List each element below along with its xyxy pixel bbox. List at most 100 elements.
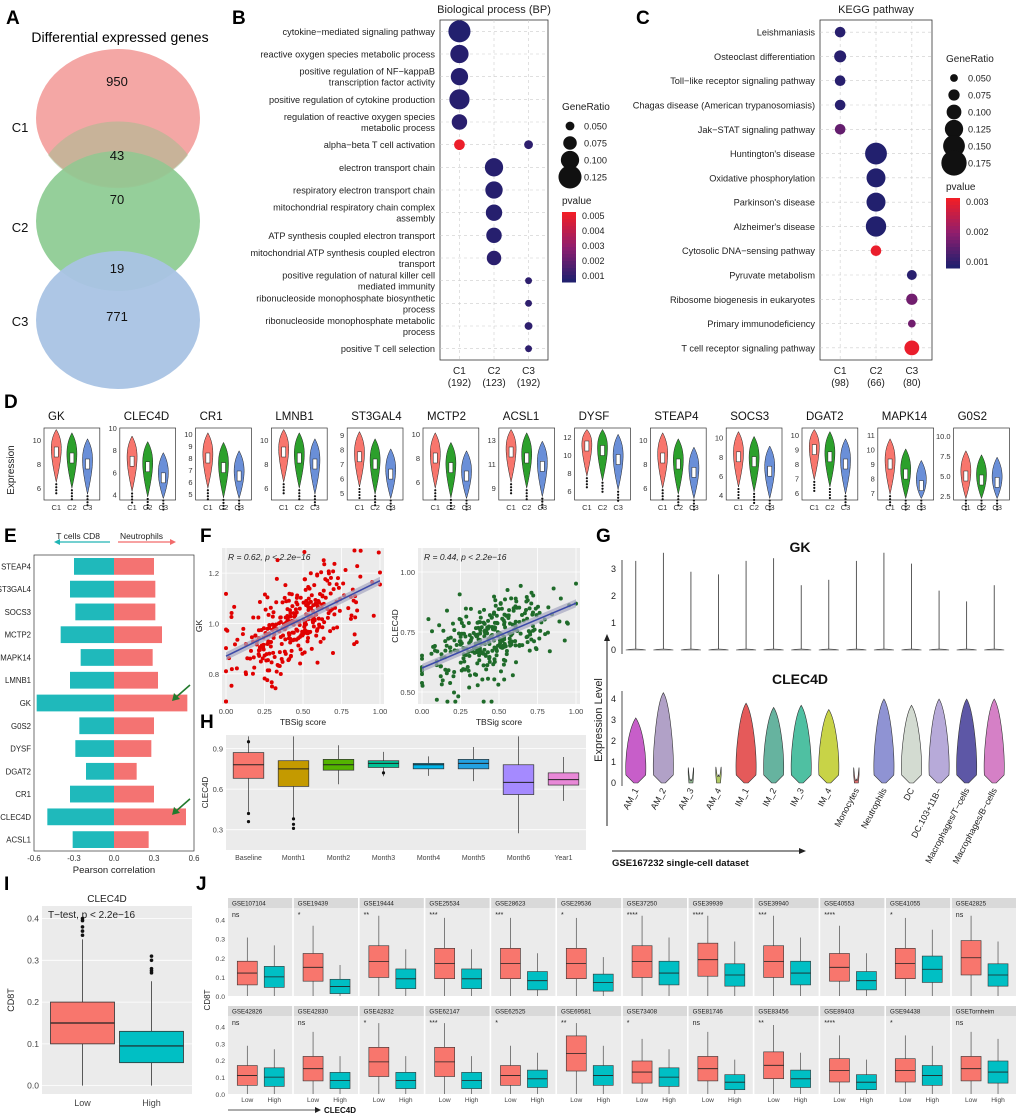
violin-outlier: [737, 493, 740, 497]
violin-outlier: [449, 504, 452, 507]
sc-top-title: GK: [790, 539, 811, 555]
sc-bottom-violin: [901, 704, 922, 784]
violin-ytick: 11: [867, 431, 875, 440]
sc-top-violin-base: [929, 648, 950, 651]
violin-outlier: [904, 502, 907, 505]
scatter_clec-point: [489, 699, 494, 704]
gse-significance: *: [627, 1020, 630, 1027]
violin-outlier: [70, 495, 73, 498]
violin-xtick: C2: [977, 503, 987, 512]
scatter_gk-point: [308, 599, 313, 604]
months-xtick: Month4: [417, 855, 440, 862]
scatter_gk-point: [275, 662, 280, 667]
scatter_gk-point: [294, 600, 299, 605]
months-box: [412, 763, 445, 770]
bp-point: [450, 67, 469, 86]
scatter_clec-point: [509, 596, 514, 601]
scatter_clec-point: [514, 605, 519, 610]
bp-color-legend-label: 0.001: [582, 271, 605, 281]
scatter_gk-point: [265, 595, 270, 600]
scatter_clec-point: [477, 653, 482, 658]
violin-xtick: C1: [734, 503, 744, 512]
bp-term-label: regulation of reactive oxygen species met…: [284, 112, 436, 133]
violin-outlier: [768, 502, 771, 505]
scatter_gk-point: [259, 627, 264, 632]
gse-xtick: High: [794, 1097, 808, 1104]
sc-top-ytick: 3: [611, 564, 616, 574]
bp-point: [524, 322, 533, 330]
term-label-line: regulation of reactive oxygen species: [284, 112, 436, 122]
sc-bottom-violin: [873, 698, 895, 784]
gse-strip-label: GSE89403: [824, 1009, 855, 1016]
months-xtick: Month6: [507, 855, 530, 862]
months-ylabel: CLEC4D: [201, 777, 210, 809]
scatter_clec-point: [452, 628, 457, 633]
scatter_gk-point: [267, 626, 272, 631]
violin-gene-title: CLEC4D: [124, 411, 169, 423]
scatter_gk-point: [312, 617, 317, 622]
violin-ytick: 10: [866, 446, 874, 455]
months-outlier: [246, 740, 251, 744]
violin-ytick: 10: [639, 436, 647, 445]
gse-xtick: Low: [636, 1097, 648, 1104]
scatter_clec-point: [444, 671, 449, 676]
violin-outlier: [753, 495, 756, 498]
scatter_clec-point: [493, 598, 498, 603]
bp-size-legend-label: 0.075: [584, 139, 607, 149]
scatter_clec-point: [445, 699, 450, 704]
violin-outlier: [282, 483, 285, 486]
violin-outlier: [753, 492, 756, 495]
violin-outlier: [313, 495, 317, 498]
violin-outlier: [146, 506, 149, 510]
scatter_clec-point: [433, 648, 438, 653]
violin-outlier: [374, 498, 377, 501]
scatter_gk-point: [229, 667, 234, 672]
violin-xtick: C2: [143, 503, 153, 512]
sc-bottom-violin: [735, 702, 757, 784]
panel-letter-a: A: [6, 8, 20, 29]
cd8-panel: [42, 906, 192, 1094]
bp-point: [486, 227, 502, 244]
gse-significance: ns: [956, 912, 964, 919]
scatter_gk-point: [355, 608, 360, 613]
corr-gene-label: G0S2: [11, 722, 31, 731]
scatter_clec-point: [448, 681, 453, 686]
violin-xtick: C2: [67, 503, 77, 512]
violin-outlier: [920, 499, 923, 502]
scatter_clec-point: [448, 645, 453, 650]
scatter_gk-point: [304, 630, 309, 635]
violin-ytick: 6: [37, 484, 41, 493]
scatter_clec-point: [458, 617, 463, 622]
kegg-point: [865, 216, 887, 237]
cd8-ylabel: CD8T: [6, 988, 16, 1012]
scatter_clec-point: [545, 630, 550, 635]
violin-xtick: C2: [219, 503, 229, 512]
cd8-outlier: [149, 954, 154, 958]
scatter_clec-point: [537, 610, 542, 615]
panel-letters: A B C D E F G H I J: [4, 8, 650, 895]
gse-xtick: High: [267, 1097, 281, 1104]
corr-bar-cd8: [86, 762, 114, 780]
violin-box: [919, 480, 924, 491]
sc-bottom-violin: [983, 698, 1005, 784]
bp-term-label: reactive oxygen species metabolic proces…: [260, 50, 435, 60]
violin-outlier: [661, 495, 664, 498]
scatter_gk-point: [287, 633, 292, 638]
scatter_clec-point: [475, 683, 480, 688]
scatter_gk-point: [312, 583, 317, 588]
scatter_clec-point: [525, 640, 530, 645]
term-label-line: Cytosolic DNA−sensing pathway: [682, 246, 815, 256]
scatter_gk-xlabel: TBSig score: [280, 717, 327, 727]
kegg-color-legend-swatch: [946, 222, 960, 227]
violin-box: [205, 452, 211, 464]
violin-box: [676, 458, 681, 470]
term-label-line: Jak−STAT signaling pathway: [698, 125, 816, 135]
venn-count-c2-c3: 19: [110, 261, 124, 276]
term-label-line: mitochondrial ATP synthesis coupled elec…: [250, 248, 435, 258]
violin-outlier: [904, 499, 907, 502]
scatter_clec-point: [557, 619, 562, 624]
gse-xtick: Low: [307, 1097, 319, 1104]
scatter_gk-point: [304, 599, 309, 604]
violin-outlier: [146, 503, 149, 507]
scatter_gk-point: [351, 598, 356, 603]
